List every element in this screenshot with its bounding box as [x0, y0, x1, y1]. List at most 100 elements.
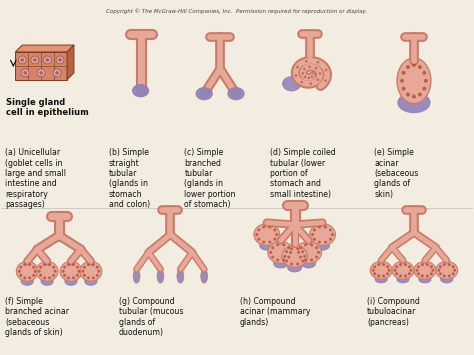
Ellipse shape	[157, 269, 164, 283]
Circle shape	[72, 277, 75, 279]
Ellipse shape	[260, 241, 274, 250]
Circle shape	[424, 79, 428, 83]
Ellipse shape	[21, 277, 33, 285]
Circle shape	[443, 274, 446, 277]
Circle shape	[406, 65, 410, 69]
Circle shape	[287, 256, 290, 258]
Circle shape	[92, 277, 95, 279]
Ellipse shape	[392, 261, 414, 279]
Ellipse shape	[398, 93, 430, 113]
Circle shape	[262, 241, 265, 244]
Circle shape	[418, 65, 422, 69]
Circle shape	[295, 74, 297, 77]
Circle shape	[318, 225, 321, 229]
Circle shape	[412, 63, 416, 67]
Circle shape	[304, 258, 307, 261]
Ellipse shape	[397, 276, 409, 283]
Circle shape	[67, 263, 70, 266]
Circle shape	[269, 251, 272, 254]
Circle shape	[377, 274, 380, 277]
Circle shape	[48, 277, 51, 279]
Circle shape	[408, 272, 411, 275]
Circle shape	[76, 266, 79, 269]
Polygon shape	[67, 45, 74, 80]
Circle shape	[317, 61, 319, 64]
Ellipse shape	[397, 58, 431, 104]
Circle shape	[311, 233, 314, 236]
Circle shape	[43, 263, 46, 266]
Circle shape	[377, 263, 380, 266]
Ellipse shape	[288, 263, 301, 272]
Circle shape	[52, 274, 55, 277]
Circle shape	[430, 265, 433, 268]
Circle shape	[83, 274, 86, 277]
Circle shape	[20, 58, 24, 62]
Circle shape	[67, 277, 70, 279]
Circle shape	[18, 56, 26, 64]
Circle shape	[311, 75, 313, 78]
Ellipse shape	[196, 88, 212, 100]
Circle shape	[44, 56, 51, 64]
Ellipse shape	[85, 277, 97, 285]
Ellipse shape	[36, 261, 58, 281]
Ellipse shape	[441, 276, 453, 283]
Ellipse shape	[133, 269, 140, 283]
Circle shape	[276, 258, 279, 261]
Circle shape	[32, 266, 35, 269]
Circle shape	[257, 238, 260, 241]
Circle shape	[271, 256, 274, 258]
Text: (i) Compound
tubuloacinar
(pancreas): (i) Compound tubuloacinar (pancreas)	[367, 297, 420, 327]
Circle shape	[448, 263, 451, 266]
Circle shape	[37, 270, 41, 273]
Circle shape	[373, 265, 376, 268]
Circle shape	[76, 274, 79, 277]
Circle shape	[87, 263, 90, 266]
Circle shape	[283, 255, 286, 258]
Circle shape	[438, 269, 440, 272]
Circle shape	[271, 246, 274, 249]
Circle shape	[406, 93, 410, 97]
Circle shape	[386, 265, 389, 268]
Circle shape	[386, 272, 389, 275]
Circle shape	[382, 263, 385, 266]
Ellipse shape	[254, 224, 280, 245]
Circle shape	[421, 263, 424, 266]
Ellipse shape	[283, 77, 301, 91]
Circle shape	[52, 266, 55, 269]
Ellipse shape	[80, 261, 102, 281]
Ellipse shape	[310, 224, 336, 245]
Ellipse shape	[370, 261, 392, 279]
Circle shape	[296, 262, 299, 266]
Circle shape	[324, 241, 327, 244]
Circle shape	[401, 71, 406, 75]
Text: (f) Simple
branched acinar
(sebaceous
glands of skin): (f) Simple branched acinar (sebaceous gl…	[5, 297, 69, 337]
Ellipse shape	[274, 259, 288, 268]
Circle shape	[408, 265, 411, 268]
Text: (h) Compound
acinar (mammary
glands): (h) Compound acinar (mammary glands)	[240, 297, 310, 327]
Circle shape	[439, 272, 442, 275]
Ellipse shape	[296, 241, 321, 263]
Circle shape	[33, 58, 36, 62]
Circle shape	[404, 263, 407, 266]
Circle shape	[287, 246, 290, 249]
Circle shape	[257, 228, 260, 231]
Circle shape	[48, 263, 51, 266]
Circle shape	[53, 69, 61, 77]
Circle shape	[410, 269, 412, 272]
Circle shape	[301, 260, 304, 263]
Ellipse shape	[375, 276, 387, 283]
Text: (d) Simple coiled
tubular (lower
portion of
stomach and
small intestine): (d) Simple coiled tubular (lower portion…	[270, 148, 336, 199]
Circle shape	[319, 72, 321, 75]
Circle shape	[92, 263, 95, 266]
Circle shape	[285, 260, 288, 263]
Circle shape	[382, 274, 385, 277]
Circle shape	[56, 56, 64, 64]
Circle shape	[290, 247, 293, 250]
Text: (b) Simple
straight
tubular
(glands in
stomach
and colon): (b) Simple straight tubular (glands in s…	[109, 148, 150, 209]
Ellipse shape	[268, 241, 294, 263]
Circle shape	[315, 246, 318, 249]
Ellipse shape	[60, 261, 82, 281]
Circle shape	[329, 228, 332, 231]
Text: Single gland
cell in epithelium: Single gland cell in epithelium	[6, 98, 89, 117]
Circle shape	[439, 265, 442, 268]
